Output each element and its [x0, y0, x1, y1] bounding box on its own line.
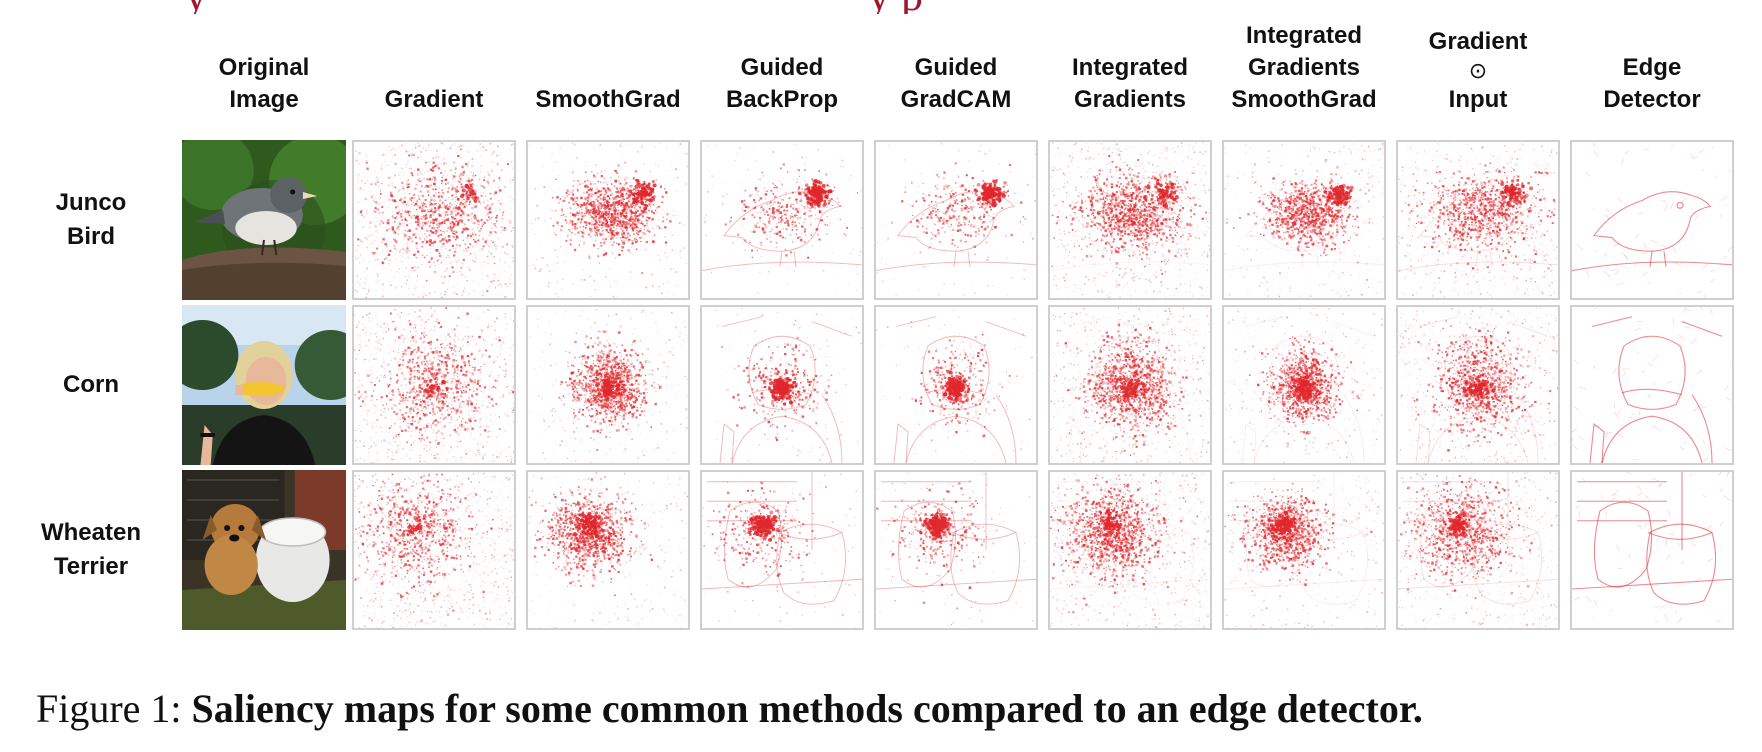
column-header-line: Integrated — [1072, 52, 1188, 84]
row-label-line: Bird — [56, 220, 127, 254]
column-header-line: Guided — [901, 52, 1012, 84]
column-header-line: Original — [219, 52, 310, 84]
column-header-integrated-gradients-smoothgrad: Integrated Gradients SmoothGrad — [1216, 0, 1392, 130]
row-label-junco-bird: Junco Bird — [0, 140, 182, 300]
original-image-corn — [182, 305, 346, 465]
column-header-line: Gradients — [1072, 84, 1188, 116]
saliency-map-gradient-corn — [352, 305, 516, 465]
saliency-map-edge-detector-wheaten-terrier — [1570, 470, 1734, 630]
column-header-line: Gradients — [1231, 52, 1376, 84]
saliency-map-smoothgrad-wheaten-terrier — [526, 470, 690, 630]
column-header-line: Edge — [1603, 52, 1700, 84]
saliency-map-edge-detector-corn — [1570, 305, 1734, 465]
column-header-original: Original Image — [176, 0, 352, 130]
column-header-gradient: Gradient — [346, 0, 522, 130]
saliency-map-integrated-gradients-smoothgrad-junco-bird — [1222, 140, 1386, 300]
column-header-line: Guided — [726, 52, 838, 84]
saliency-map-integrated-gradients-smoothgrad-corn — [1222, 305, 1386, 465]
saliency-map-guided-backprop-wheaten-terrier — [700, 470, 864, 630]
column-header-guided-gradcam: Guided GradCAM — [868, 0, 1044, 130]
saliency-map-integrated-gradients-corn — [1048, 305, 1212, 465]
saliency-map-guided-gradcam-corn — [874, 305, 1038, 465]
caption-prefix: Figure 1: — [36, 686, 192, 731]
column-header-line: GradCAM — [901, 84, 1012, 116]
original-image-junco-bird — [182, 140, 346, 300]
saliency-map-guided-backprop-junco-bird — [700, 140, 864, 300]
column-header-line: Input — [1429, 84, 1528, 116]
column-header-line: BackProp — [726, 84, 838, 116]
column-header-line: ⊙ — [1429, 58, 1528, 84]
saliency-map-integrated-gradients-wheaten-terrier — [1048, 470, 1212, 630]
column-header-smoothgrad: SmoothGrad — [520, 0, 696, 130]
saliency-map-integrated-gradients-junco-bird — [1048, 140, 1212, 300]
saliency-map-gradient-input-wheaten-terrier — [1396, 470, 1560, 630]
column-header-line: Gradient — [385, 84, 484, 116]
title-fragment-left: y — [185, 0, 207, 14]
saliency-map-smoothgrad-corn — [526, 305, 690, 465]
column-header-guided-backprop: Guided BackProp — [694, 0, 870, 130]
column-header-line: SmoothGrad — [535, 84, 680, 116]
caption-text: Saliency maps for some common methods co… — [192, 686, 1423, 731]
column-header-edge-detector: Edge Detector — [1564, 0, 1740, 130]
saliency-map-guided-gradcam-wheaten-terrier — [874, 470, 1038, 630]
row-label-wheaten-terrier: Wheaten Terrier — [0, 470, 182, 630]
column-header-line: SmoothGrad — [1231, 84, 1376, 116]
column-header-integrated-gradients: Integrated Gradients — [1042, 0, 1218, 130]
saliency-map-smoothgrad-junco-bird — [526, 140, 690, 300]
figure-caption: Figure 1: Saliency maps for some common … — [36, 685, 1423, 733]
saliency-figure: Original Image Gradient SmoothGrad Guided Bac… — [0, 0, 1740, 630]
row-label-corn: Corn — [0, 305, 182, 465]
row-label-line: Wheaten — [41, 516, 141, 550]
row-label-line: Terrier — [41, 550, 141, 584]
cut-off-title: y y p — [0, 0, 1762, 14]
saliency-map-integrated-gradients-smoothgrad-wheaten-terrier — [1222, 470, 1386, 630]
saliency-map-gradient-wheaten-terrier — [352, 470, 516, 630]
title-fragment-right: y p — [868, 0, 923, 14]
column-header-line: Gradient — [1429, 26, 1528, 58]
saliency-map-gradient-junco-bird — [352, 140, 516, 300]
saliency-map-guided-gradcam-junco-bird — [874, 140, 1038, 300]
column-header-line: Image — [219, 84, 310, 116]
saliency-map-gradient-input-corn — [1396, 305, 1560, 465]
saliency-map-edge-detector-junco-bird — [1570, 140, 1734, 300]
row-label-line: Corn — [63, 368, 119, 402]
saliency-map-guided-backprop-corn — [700, 305, 864, 465]
column-header-line: Detector — [1603, 84, 1700, 116]
column-header-gradient-input: Gradient ⊙ Input — [1390, 0, 1566, 130]
column-header-line: Integrated — [1231, 20, 1376, 52]
saliency-map-gradient-input-junco-bird — [1396, 140, 1560, 300]
row-label-line: Junco — [56, 186, 127, 220]
original-image-wheaten-terrier — [182, 470, 346, 630]
